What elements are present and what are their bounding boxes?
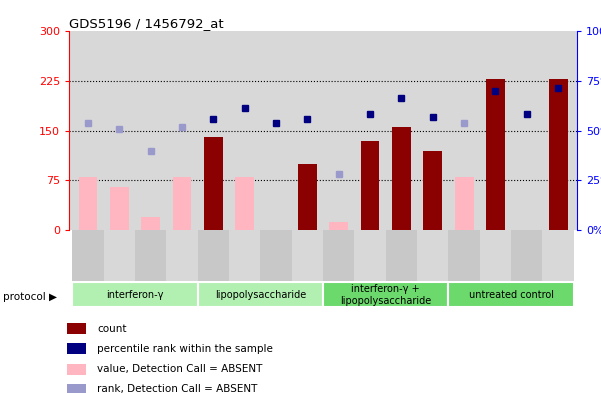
Bar — [67, 364, 87, 375]
Bar — [423, 151, 442, 230]
Text: percentile rank within the sample: percentile rank within the sample — [97, 344, 273, 354]
Bar — [392, 127, 411, 230]
Text: value, Detection Call = ABSENT: value, Detection Call = ABSENT — [97, 364, 263, 375]
Bar — [135, 230, 166, 281]
Bar — [235, 177, 254, 230]
Text: interferon-γ: interferon-γ — [106, 290, 163, 300]
Bar — [323, 282, 448, 307]
Bar — [198, 230, 229, 281]
Bar — [549, 79, 567, 230]
Text: interferon-γ +
lipopolysaccharide: interferon-γ + lipopolysaccharide — [340, 284, 432, 305]
Bar — [204, 137, 223, 230]
Bar — [355, 230, 386, 281]
Bar — [480, 230, 511, 281]
Bar — [229, 230, 260, 281]
Bar — [79, 177, 97, 230]
Bar — [511, 230, 543, 281]
Bar — [417, 230, 448, 281]
Bar — [72, 230, 103, 281]
Text: protocol ▶: protocol ▶ — [3, 292, 57, 302]
Bar — [361, 141, 379, 230]
Bar — [172, 177, 191, 230]
Bar — [291, 230, 323, 281]
Bar — [486, 79, 505, 230]
Bar — [448, 282, 574, 307]
Bar — [386, 230, 417, 281]
Bar — [448, 230, 480, 281]
Text: lipopolysaccharide: lipopolysaccharide — [215, 290, 306, 300]
Bar — [329, 222, 348, 230]
Bar — [67, 343, 87, 354]
Bar — [260, 230, 291, 281]
Bar — [455, 177, 474, 230]
Bar — [103, 230, 135, 281]
Bar — [141, 217, 160, 230]
Bar — [72, 282, 198, 307]
Bar — [67, 384, 87, 393]
Bar — [166, 230, 198, 281]
Text: count: count — [97, 323, 127, 334]
Bar — [298, 164, 317, 230]
Bar — [235, 177, 254, 230]
Bar — [543, 230, 574, 281]
Text: rank, Detection Call = ABSENT: rank, Detection Call = ABSENT — [97, 384, 257, 393]
Bar — [110, 187, 129, 230]
Text: untreated control: untreated control — [469, 290, 554, 300]
Bar — [198, 282, 323, 307]
Bar — [67, 323, 87, 334]
Text: GDS5196 / 1456792_at: GDS5196 / 1456792_at — [69, 17, 224, 30]
Bar — [323, 230, 355, 281]
